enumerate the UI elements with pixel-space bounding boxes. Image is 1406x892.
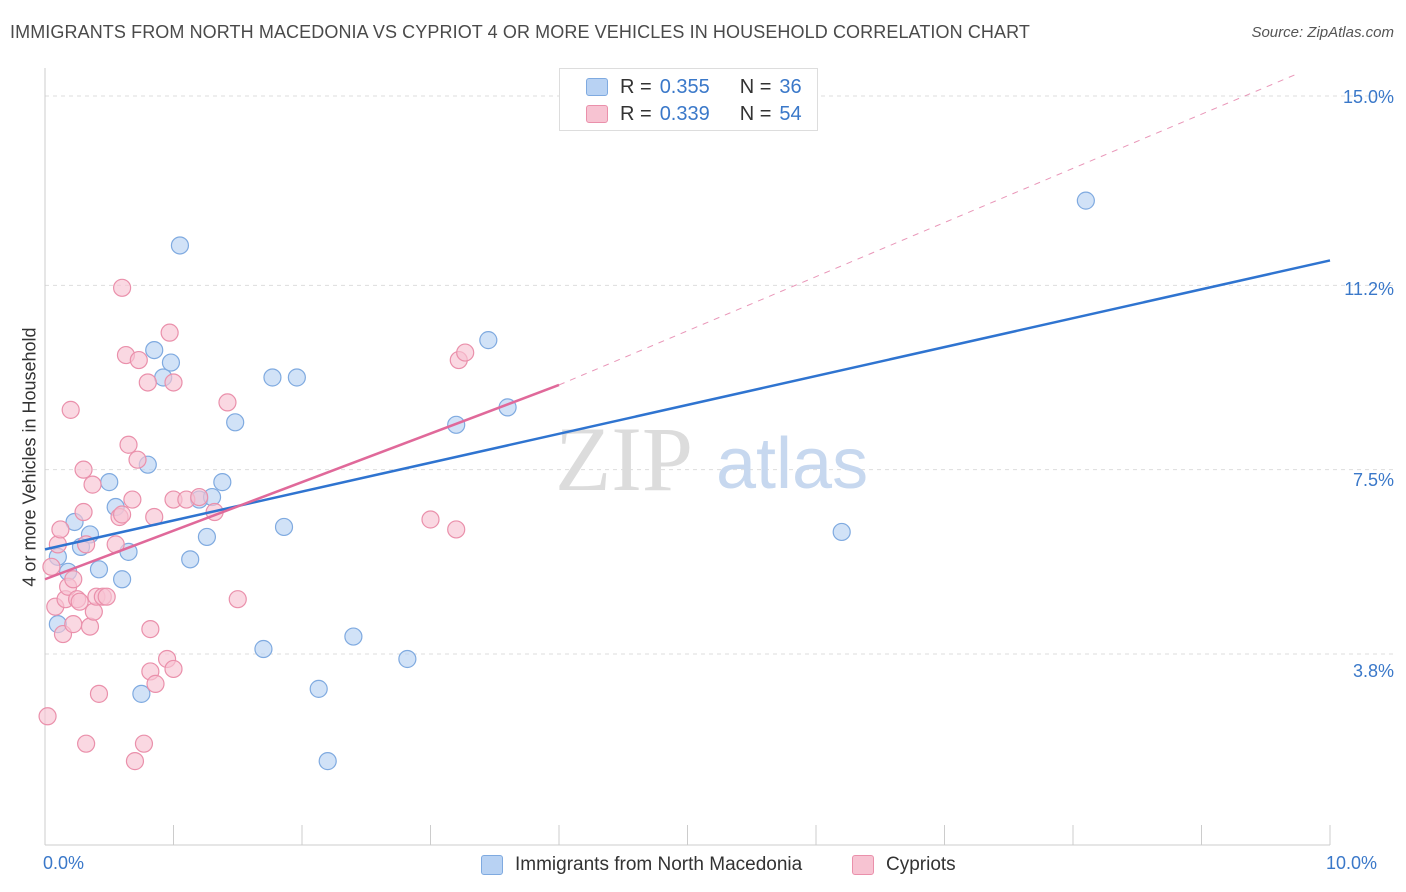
point-cypriots — [84, 602, 103, 621]
point-cypriots — [456, 343, 475, 362]
point-north-macedonia — [112, 570, 132, 589]
point-north-macedonia — [274, 517, 294, 537]
point-cypriots — [123, 490, 142, 509]
point-cypriots — [164, 659, 183, 679]
legend-r-value: 0.355 — [659, 75, 710, 98]
legend-row-blue: R = 0.355 N = 36 — [586, 76, 802, 98]
point-cypriots — [51, 520, 70, 539]
point-cypriots — [128, 450, 147, 469]
point-cypriots — [138, 373, 157, 392]
point-cypriots — [134, 734, 154, 753]
legend-row-pink: R = 0.339 N = 54 — [586, 103, 802, 125]
point-cypriots — [141, 619, 160, 639]
point-cypriots — [146, 674, 165, 693]
point-cypriots — [64, 615, 83, 634]
y-tick-label: 3.8% — [1352, 661, 1394, 681]
point-north-macedonia — [89, 560, 109, 579]
legend-n-value: 36 — [779, 75, 802, 98]
point-cypriots — [70, 592, 89, 611]
point-cypriots — [228, 590, 247, 609]
point-north-macedonia — [145, 340, 164, 360]
x-tick-label-min: 0.0% — [43, 853, 85, 873]
point-north-macedonia — [100, 473, 119, 492]
x-tick-label-max: 10.0% — [1326, 853, 1378, 873]
legend-r-label: R = — [620, 102, 652, 125]
y-tick-label: 7.5% — [1352, 470, 1394, 490]
point-cypriots — [164, 373, 183, 392]
point-north-macedonia — [213, 473, 232, 492]
grid-lines — [45, 95, 1395, 655]
point-cypriots — [77, 734, 96, 753]
legend-swatch-pink — [586, 105, 608, 123]
point-north-macedonia — [1076, 191, 1095, 210]
bottom-legend-label: Immigrants from North Macedonia — [515, 854, 803, 875]
point-cypriots — [190, 487, 209, 507]
point-north-macedonia — [309, 679, 328, 698]
bottom-legend-label: Cypriots — [886, 854, 956, 875]
point-north-macedonia — [226, 413, 245, 432]
point-cypriots — [129, 350, 148, 370]
point-north-macedonia — [832, 522, 851, 542]
point-cypriots — [421, 510, 440, 529]
point-north-macedonia — [318, 752, 337, 771]
bottom-legend: Immigrants from North Macedonia Cypriots — [0, 852, 1406, 878]
point-cypriots — [83, 475, 102, 494]
point-cypriots — [42, 557, 61, 576]
point-cypriots — [74, 460, 93, 479]
point-cypriots — [64, 570, 83, 589]
point-cypriots — [74, 502, 93, 522]
point-cypriots — [97, 587, 116, 606]
watermark-zip: ZIP — [555, 408, 693, 510]
point-north-macedonia — [197, 527, 217, 547]
point-north-macedonia — [479, 331, 498, 350]
point-cypriots — [80, 617, 100, 636]
point-cypriots — [119, 435, 138, 454]
watermark: ZIP atlas — [555, 408, 868, 510]
point-north-macedonia — [170, 236, 190, 255]
bottom-legend-swatch-blue — [481, 855, 503, 875]
point-north-macedonia — [398, 649, 417, 669]
point-cypriots — [447, 520, 466, 539]
watermark-atlas: atlas — [716, 424, 868, 504]
point-cypriots — [38, 707, 57, 726]
y-tick-label: 11.2% — [1344, 279, 1394, 299]
point-cypriots — [218, 393, 237, 412]
trend-lines — [44, 73, 1331, 581]
legend-n-value: 54 — [779, 102, 802, 125]
point-cypriots — [61, 400, 80, 419]
point-north-macedonia — [181, 550, 200, 569]
trendline-north-macedonia — [44, 259, 1331, 551]
trendline-cypriots — [44, 383, 560, 581]
chart-title: IMMIGRANTS FROM NORTH MACEDONIA VS CYPRI… — [10, 22, 1030, 42]
bottom-legend-item-pink: Cypriots — [852, 852, 956, 878]
point-north-macedonia — [254, 639, 273, 659]
point-north-macedonia — [132, 684, 151, 703]
bottom-legend-item-blue: Immigrants from North Macedonia — [481, 852, 802, 878]
legend: R = 0.355 N = 36 R = 0.339 N = 54 — [559, 68, 818, 131]
trendline-cypriots — [558, 73, 1299, 386]
legend-r-value: 0.339 — [659, 102, 710, 125]
legend-swatch-blue — [586, 78, 608, 96]
point-cypriots — [160, 323, 179, 342]
point-north-macedonia — [263, 368, 282, 387]
point-north-macedonia — [287, 368, 306, 387]
bottom-legend-swatch-pink — [852, 855, 874, 875]
point-cypriots — [89, 684, 109, 703]
point-north-macedonia — [161, 353, 181, 372]
point-cypriots — [112, 278, 132, 297]
data-points — [38, 191, 1095, 771]
point-cypriots — [125, 752, 145, 771]
legend-n-label: N = — [739, 102, 772, 125]
legend-r-label: R = — [620, 75, 652, 98]
point-north-macedonia — [344, 627, 363, 646]
source-label: Source: ZipAtlas.com — [1251, 24, 1394, 41]
y-tick-label: 15.0% — [1342, 87, 1394, 107]
y-axis-label: 4 or more Vehicles in Household — [19, 327, 40, 587]
legend-n-label: N = — [739, 75, 772, 98]
point-cypriots — [112, 505, 132, 524]
